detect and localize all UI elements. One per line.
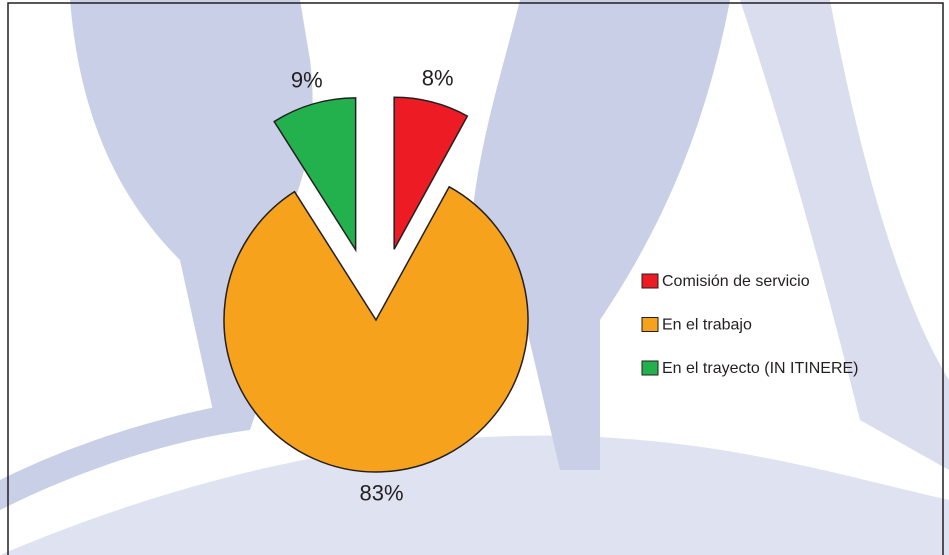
data-label: 83% bbox=[359, 481, 403, 506]
pie-slice bbox=[224, 187, 528, 472]
legend-label: En el trabajo bbox=[662, 317, 752, 334]
legend-swatch bbox=[642, 274, 658, 288]
legend-label: En el trayecto (IN ITINERE) bbox=[662, 360, 859, 377]
legend-label: Comisión de servicio bbox=[662, 273, 810, 290]
legend-swatch bbox=[642, 318, 658, 332]
legend-swatch bbox=[642, 361, 658, 375]
data-label: 9% bbox=[291, 68, 323, 93]
chart: 8% 83% 9% Comisión de servicio En el trabaj… bbox=[0, 0, 949, 555]
data-label: 8% bbox=[422, 66, 454, 91]
